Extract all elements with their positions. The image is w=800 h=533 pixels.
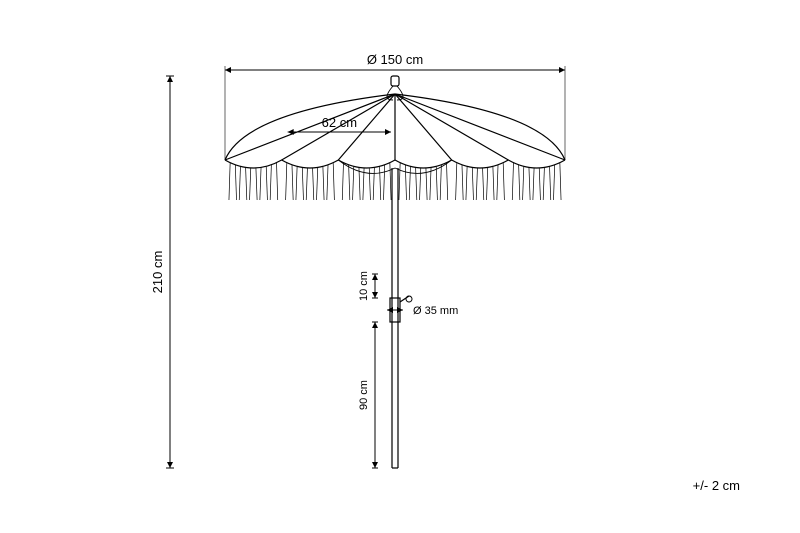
dim-rib-length: 62 cm — [322, 115, 357, 130]
dim-pole-diameter: Ø 35 mm — [413, 305, 458, 317]
dim-upper-segment: 10 cm — [358, 271, 370, 301]
dim-canopy-diameter: Ø 150 cm — [367, 52, 423, 67]
dim-lower-segment: 90 cm — [358, 380, 370, 410]
dim-total-height: 210 cm — [150, 251, 165, 294]
tolerance-note: +/- 2 cm — [693, 478, 740, 493]
